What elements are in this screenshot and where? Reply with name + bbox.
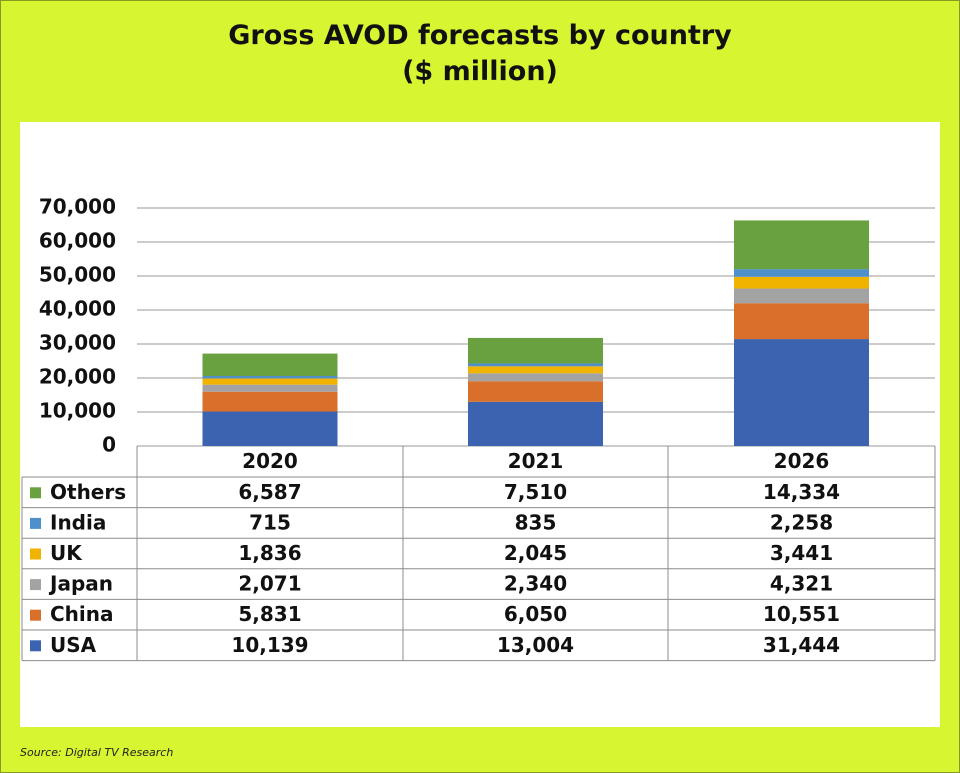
data-label-china-2021: 6,050	[504, 602, 567, 626]
category-label-2026: 2026	[774, 449, 830, 473]
chart-title-line1: Gross AVOD forecasts by country	[228, 20, 732, 51]
legend-label-india: India	[50, 510, 106, 534]
bar-segment-usa-2020	[202, 411, 338, 446]
legend-label-china: China	[50, 602, 114, 626]
bar-segment-china-2026	[734, 303, 869, 340]
bar-segment-china-2021	[468, 381, 603, 402]
bar-segment-japan-2021	[468, 373, 603, 382]
data-label-uk-2020: 1,836	[238, 541, 301, 565]
data-label-uk-2021: 2,045	[504, 541, 567, 565]
data-label-india-2026: 2,258	[770, 510, 833, 534]
y-tick-label: 10,000	[39, 399, 116, 423]
data-label-india-2020: 715	[249, 510, 291, 534]
legend-label-others: Others	[50, 480, 126, 504]
data-label-japan-2021: 2,340	[504, 572, 567, 596]
bar-segment-others-2026	[734, 220, 869, 270]
bar-segment-japan-2026	[734, 288, 869, 304]
legend-label-usa: USA	[50, 633, 97, 657]
bar-segment-india-2020	[202, 375, 338, 379]
stacked-bar-chart: 0 10,000 20,000 30,000 40,000 50,000 60,000 70,…	[21, 195, 936, 662]
bar-segment-india-2021	[468, 363, 603, 367]
y-tick-label: 30,000	[39, 331, 116, 355]
data-label-others-2021: 7,510	[504, 480, 567, 504]
y-tick-label: 60,000	[39, 229, 116, 253]
data-label-japan-2020: 2,071	[238, 572, 301, 596]
bar-segment-uk-2021	[468, 366, 603, 374]
legend-swatch-others	[30, 487, 41, 499]
chart-panel: 0 10,000 20,000 30,000 40,000 50,000 60,000 70,…	[20, 122, 940, 727]
data-label-others-2020: 6,587	[238, 480, 301, 504]
data-label-india-2021: 835	[515, 510, 557, 534]
bar-segment-india-2026	[734, 269, 869, 277]
legend-swatch-china	[30, 609, 41, 621]
chart-title: Gross AVOD forecasts by country ($ milli…	[0, 18, 960, 90]
legend-swatch-japan	[30, 579, 41, 591]
bar-segment-usa-2021	[468, 401, 603, 446]
data-label-usa-2020: 10,139	[231, 633, 308, 657]
data-label-usa-2026: 31,444	[763, 633, 840, 657]
y-tick-label: 20,000	[39, 365, 116, 389]
chart-title-line2: ($ million)	[402, 56, 558, 87]
y-tick-label: 70,000	[39, 195, 116, 219]
y-tick-label: 40,000	[39, 297, 116, 321]
data-label-china-2020: 5,831	[238, 602, 301, 626]
legend-swatch-india	[30, 517, 41, 529]
bar-segment-uk-2020	[202, 378, 338, 385]
bar-segment-others-2020	[202, 353, 338, 376]
data-label-japan-2026: 4,321	[770, 572, 833, 596]
legend-swatch-usa	[30, 640, 41, 652]
data-label-uk-2026: 3,441	[770, 541, 833, 565]
data-label-others-2026: 14,334	[763, 480, 840, 504]
legend-label-uk: UK	[50, 541, 83, 565]
legend-label-japan: Japan	[48, 572, 113, 596]
data-label-usa-2021: 13,004	[497, 633, 574, 657]
source-note: Source: Digital TV Research	[20, 746, 174, 759]
data-label-china-2026: 10,551	[763, 602, 840, 626]
bar-segment-usa-2026	[734, 339, 869, 446]
category-label-2020: 2020	[242, 449, 298, 473]
legend-swatch-uk	[30, 548, 41, 560]
category-label-2021: 2021	[508, 449, 564, 473]
y-tick-label: 50,000	[39, 263, 116, 287]
bar-segment-china-2020	[202, 391, 338, 412]
bar-segment-others-2021	[468, 337, 603, 364]
y-tick-label: 0	[102, 433, 116, 457]
bar-segment-uk-2026	[734, 276, 869, 289]
bar-segment-japan-2020	[202, 384, 338, 392]
